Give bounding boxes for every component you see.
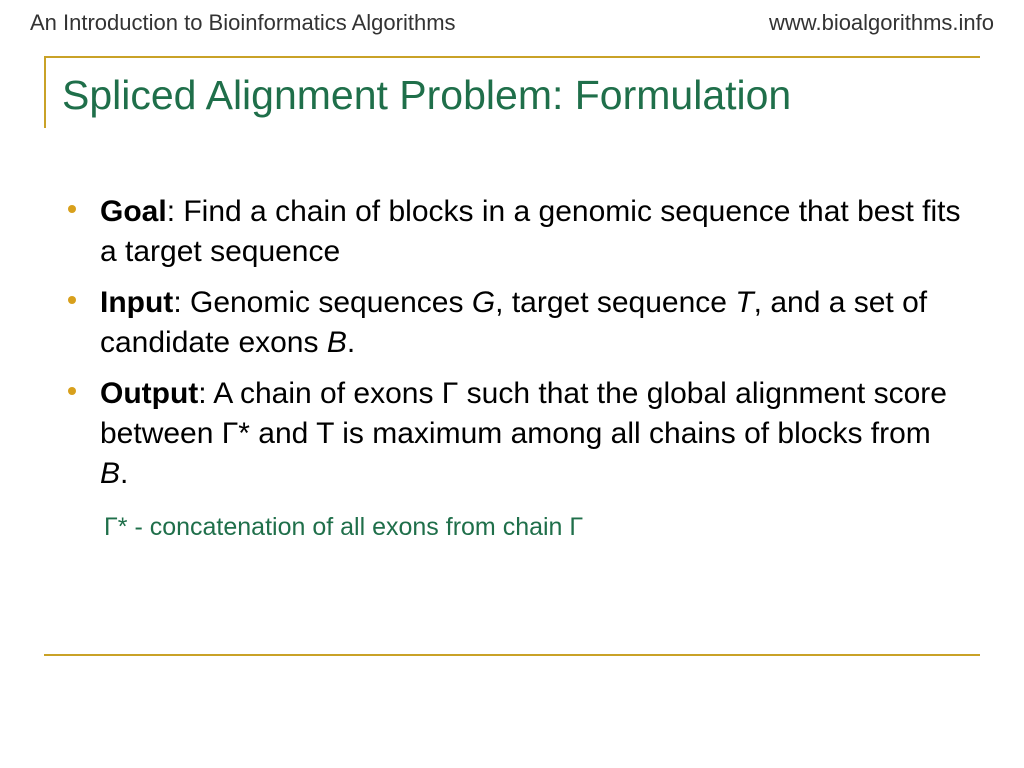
slide-body: Goal: Find a chain of blocks in a genomi… [64,192,964,544]
bullet-icon [68,296,76,304]
bullet-ital: B [100,457,120,490]
bullet-seg: . [120,457,128,490]
header-left-text: An Introduction to Bioinformatics Algori… [30,10,456,36]
bullet-rest: : Find a chain of blocks in a genomic se… [100,195,960,268]
bullet-ital: G [472,286,495,319]
slide-header: An Introduction to Bioinformatics Algori… [30,10,994,36]
bullet-seg: : A chain of exons Γ such that the globa… [100,377,947,450]
bullet-text: Output: A chain of exons Γ such that the… [100,377,947,489]
bullet-list: Goal: Find a chain of blocks in a genomi… [64,192,964,493]
bullet-icon [68,205,76,213]
bullet-text: Input: Genomic sequences G, target seque… [100,286,927,359]
title-block: Spliced Alignment Problem: Formulation [44,56,980,119]
slide: An Introduction to Bioinformatics Algori… [0,0,1024,768]
title-rule-left [44,56,46,128]
header-right-text: www.bioalgorithms.info [769,10,994,36]
bullet-text: Goal: Find a chain of blocks in a genomi… [100,195,960,268]
bullet-ital: B [327,326,347,359]
bullet-item-output: Output: A chain of exons Γ such that the… [64,374,964,493]
bullet-label: Output [100,377,198,410]
bullet-seg: : Genomic sequences [173,286,472,319]
footnote: Γ* - concatenation of all exons from cha… [64,511,964,544]
bullet-icon [68,387,76,395]
bullet-ital: T [735,286,753,319]
bullet-seg: , target sequence [495,286,735,319]
bullet-seg: . [347,326,355,359]
bullet-item-input: Input: Genomic sequences G, target seque… [64,283,964,362]
bullet-label: Input [100,286,173,319]
bottom-rule [44,654,980,656]
slide-title: Spliced Alignment Problem: Formulation [44,58,980,119]
bullet-item-goal: Goal: Find a chain of blocks in a genomi… [64,192,964,271]
bullet-label: Goal [100,195,167,228]
